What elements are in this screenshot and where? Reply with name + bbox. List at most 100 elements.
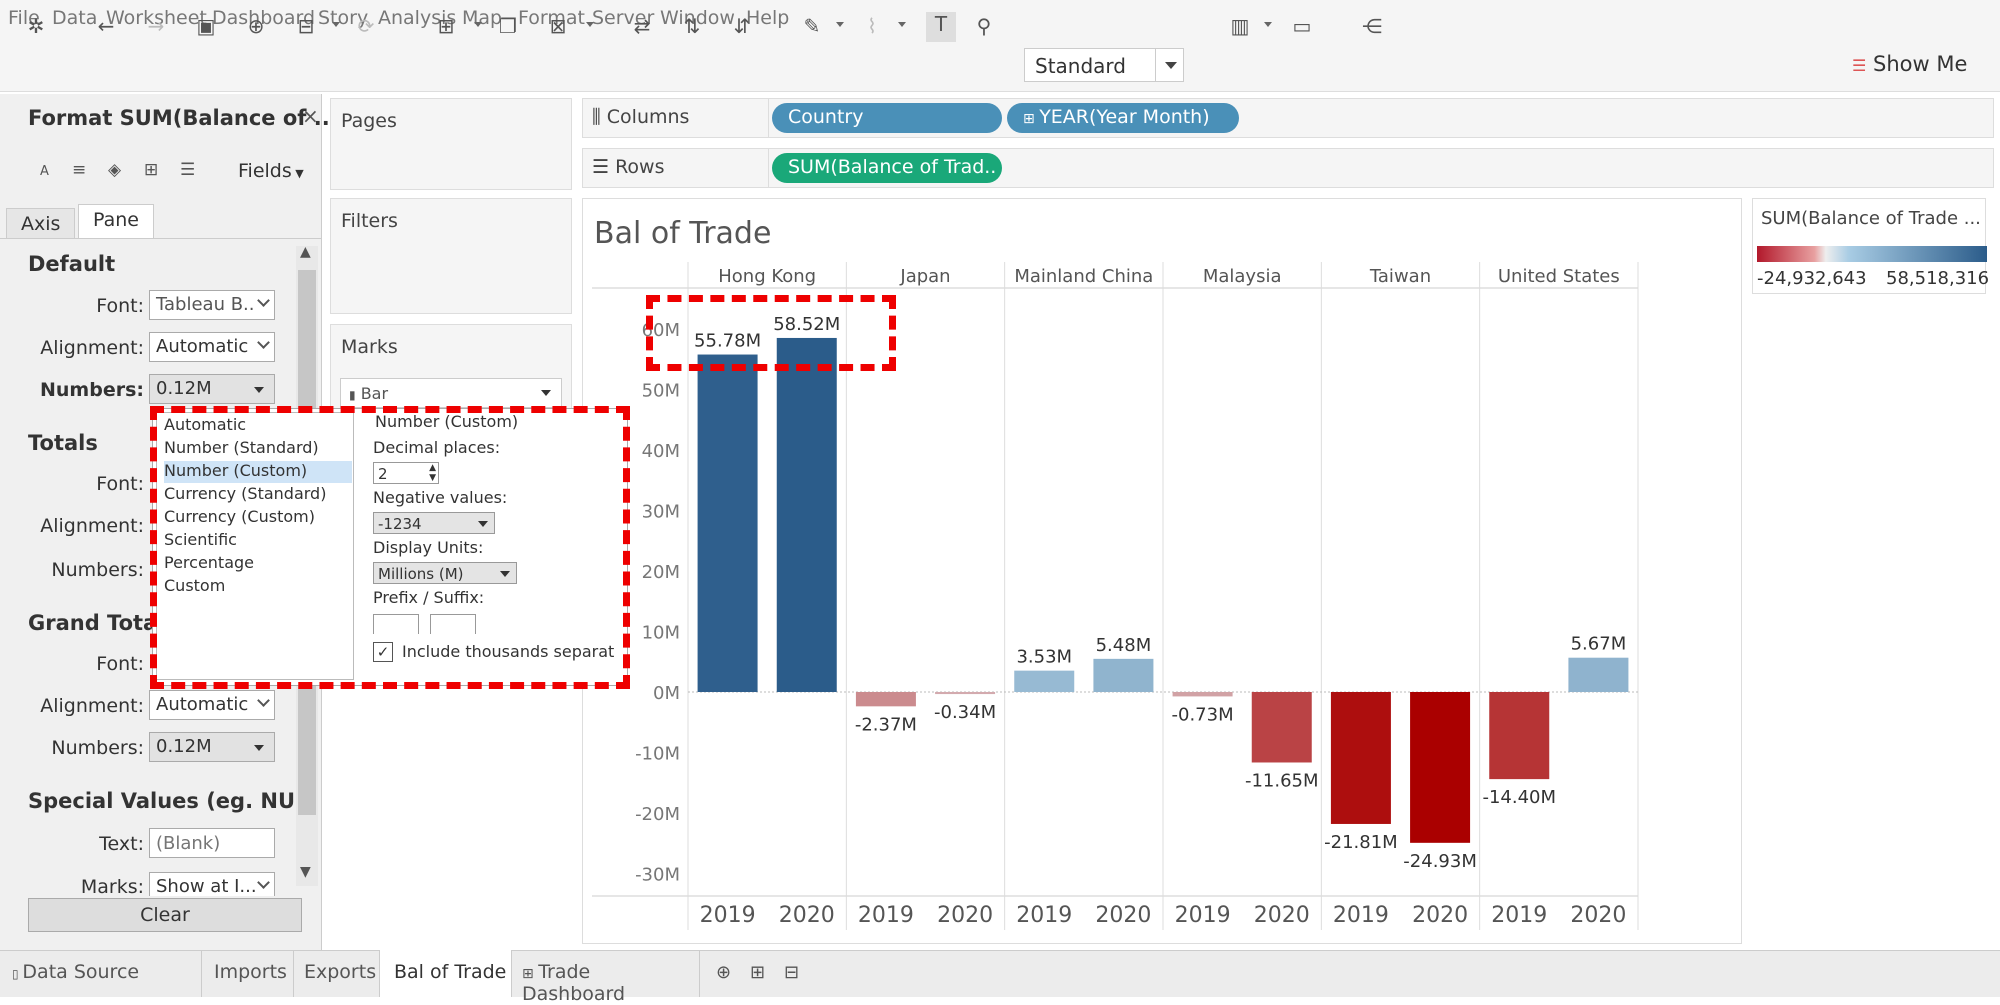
rows-label: Rows [615,156,665,178]
tab-imports[interactable]: Imports [202,950,294,997]
menu-server[interactable]: Server [592,7,655,29]
negative-values-select[interactable]: -1234 [373,512,495,534]
highlight-caret-icon[interactable] [836,22,844,27]
menu-worksheet[interactable]: Worksheet [106,7,207,29]
format-option-currency-custom[interactable]: Currency (Custom) [164,507,315,526]
prefix-input[interactable] [373,614,419,634]
menu-story[interactable]: Story [318,7,369,29]
scroll-up-icon[interactable]: ▲ [300,244,311,260]
shading-format-icon[interactable]: ◈ [108,160,122,180]
tab-trade-dashboard[interactable]: ⊞ Trade Dashboard [512,950,700,1005]
font-format-icon[interactable]: A [40,164,49,179]
tab-axis[interactable]: Axis [6,208,76,238]
fit-select[interactable]: Standard [1024,48,1184,82]
fields-dropdown[interactable]: Fields ▼ [238,160,304,182]
alignment-format-icon[interactable]: ≡ [72,160,87,180]
new-dashboard-tab-icon[interactable]: ⊞ [750,962,766,983]
undo-icon[interactable]: ← [97,14,115,38]
group-caret-icon[interactable] [898,22,906,27]
pill-year[interactable]: ⊞ YEAR(Year Month) [1007,103,1239,133]
menu-help[interactable]: Help [746,7,790,29]
new-worksheet-tab-icon[interactable]: ⊕ [716,962,732,983]
refresh-icon[interactable]: ⟳ [357,14,375,38]
presentation-mode-icon[interactable]: ▭ [1292,14,1312,38]
default-alignment-select[interactable]: Automatic [149,332,275,362]
pause-updates-icon[interactable]: ⊟ [297,14,315,38]
save-icon[interactable]: ▣ [196,14,216,38]
tab-pane[interactable]: Pane [78,204,154,238]
stepper-arrows-icon[interactable]: ▲ ▼ [429,463,436,483]
lines-format-icon[interactable]: ☰ [180,160,196,180]
special-marks-select[interactable]: Show at I... [149,872,275,896]
pages-shelf[interactable] [330,98,572,190]
pill-country[interactable]: Country [772,103,1002,133]
scroll-down-icon[interactable]: ▼ [300,864,311,880]
menu-bar [0,0,2000,38]
legend-gradient [1757,246,1987,262]
clear-sheet-icon[interactable]: ⊠ [549,14,567,38]
show-cards-icon[interactable]: ▥ [1230,14,1250,38]
default-numbers-select[interactable]: 0.12M [149,374,275,404]
format-option-percentage[interactable]: Percentage [164,553,255,572]
default-font-select[interactable]: Tableau B.. [149,290,275,320]
data-label: 5.67M [1571,634,1627,655]
highlight-icon[interactable]: ✎ [803,14,821,38]
thousands-checkbox[interactable]: ✓ [373,642,393,662]
fix-axes-icon[interactable]: ⚲ [976,14,992,38]
sort-descending-icon[interactable]: ⇵ [733,14,751,38]
redo-icon[interactable]: → [147,14,165,38]
format-option-number-standard[interactable]: Number (Standard) [164,438,319,457]
tableau-logo-icon[interactable]: ✲ [27,14,45,38]
toolbar [0,38,2000,92]
menu-file[interactable]: File [8,7,40,29]
group-icon[interactable]: ⌇ [867,14,877,38]
display-units-label: Display Units: [373,538,484,557]
duplicate-icon[interactable]: ❐ [499,14,517,38]
year-label: 2019 [1333,903,1389,928]
clear-caret-icon[interactable] [586,22,594,27]
show-me-button[interactable]: ☰ Show Me [1852,52,1967,76]
bar [1172,692,1233,697]
clear-button[interactable]: Clear [28,898,302,932]
menu-analysis[interactable]: Analysis [378,7,457,29]
tab-data-source[interactable]: ▯ Data Source [0,950,202,997]
menu-window[interactable]: Window [660,7,735,29]
menu-data[interactable]: Data [52,7,98,29]
format-option-automatic[interactable]: Automatic [164,415,247,434]
menu-dashboard[interactable]: Dashboard [212,7,316,29]
sort-ascending-icon[interactable]: ⇅ [683,14,701,38]
borders-format-icon[interactable]: ⊞ [144,160,159,180]
grand-totals-numbers-value: 0.12M [156,736,212,757]
special-text-input[interactable] [149,828,275,858]
new-worksheet-caret-icon[interactable] [474,22,482,27]
show-me-icon: ☰ [1852,56,1867,75]
format-option-custom[interactable]: Custom [164,576,226,595]
close-icon[interactable]: × [302,104,319,128]
pause-caret-icon[interactable] [332,22,340,27]
pill-balance[interactable]: SUM(Balance of Trad.. [772,153,1002,183]
format-option-number-custom[interactable]: Number (Custom) [164,461,352,483]
new-datasource-icon[interactable]: ⊕ [247,14,265,38]
legend-max: 58,518,316 [1886,268,1990,289]
format-option-scientific[interactable]: Scientific [164,530,237,549]
display-units-select[interactable]: Millions (M) [373,562,517,584]
suffix-input[interactable] [430,614,476,634]
new-worksheet-icon[interactable]: ⊞ [437,14,455,38]
grand-totals-alignment-select[interactable]: Automatic [149,690,275,720]
grand-totals-numbers-select[interactable]: 0.12M [149,732,275,762]
tab-exports[interactable]: Exports [294,950,380,997]
menu-format[interactable]: Format [518,7,585,29]
show-me-label: Show Me [1873,52,1968,76]
new-story-tab-icon[interactable]: ⊟ [784,962,800,983]
swap-icon[interactable]: ⇄ [633,14,651,38]
show-labels-icon[interactable]: T [926,12,956,42]
decimal-places-stepper[interactable]: 2 ▲ ▼ [373,462,439,484]
share-icon[interactable]: ⋲ [1362,14,1382,38]
tab-bal-of-trade[interactable]: Bal of Trade [380,950,512,997]
filters-shelf[interactable] [330,198,572,314]
format-option-currency-standard[interactable]: Currency (Standard) [164,484,327,503]
mark-type-select[interactable]: ▮ Bar [340,378,562,408]
menu-map[interactable]: Map [462,7,503,29]
chevron-down-icon[interactable] [1155,49,1183,81]
show-cards-caret-icon[interactable] [1264,22,1272,27]
